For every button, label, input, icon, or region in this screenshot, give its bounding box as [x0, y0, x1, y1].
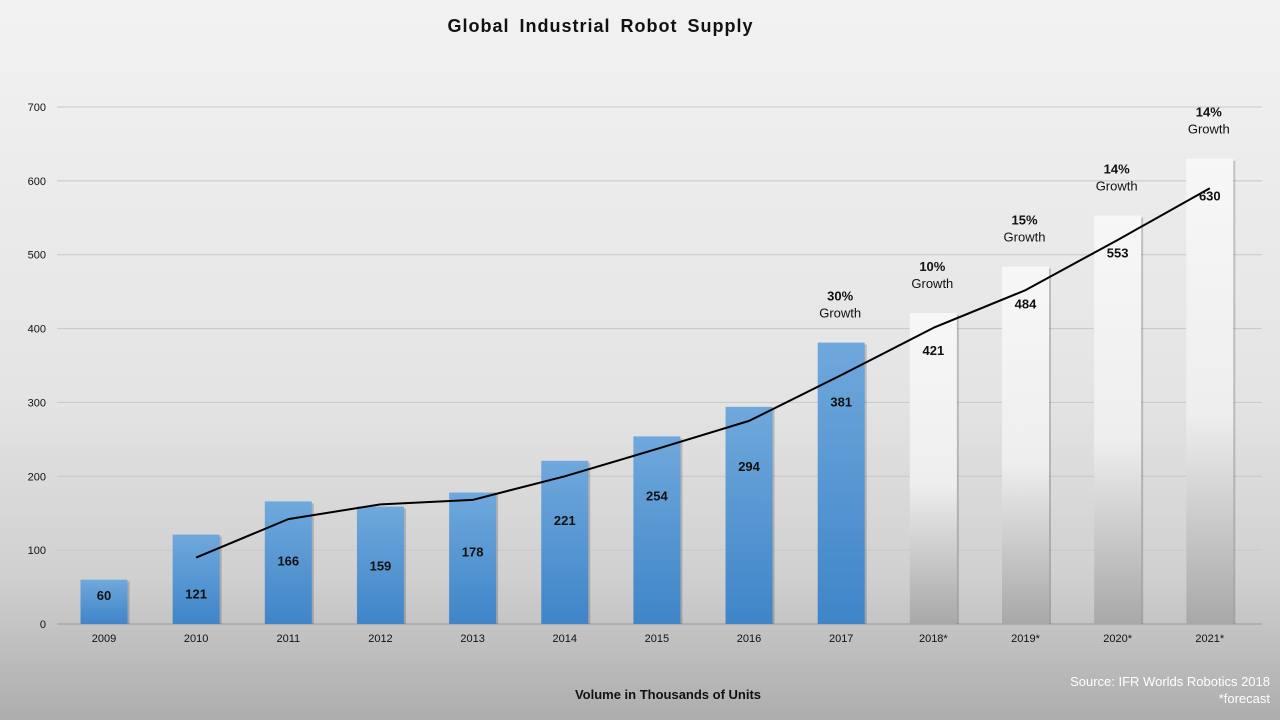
data-label: 178: [462, 545, 484, 560]
x-tick-label: 2014: [553, 633, 577, 645]
source-note: Source: IFR Worlds Robotics 2018 *foreca…: [1070, 673, 1270, 707]
data-label: 381: [830, 395, 852, 410]
y-tick-label: 700: [28, 102, 46, 114]
source-text: Source: IFR Worlds Robotics 2018: [1070, 674, 1270, 689]
x-tick-label: 2013: [460, 633, 484, 645]
forecast-bar: [1186, 158, 1234, 624]
data-label: 294: [738, 459, 760, 474]
x-tick-label: 2017: [829, 633, 853, 645]
growth-percent: 14%: [1104, 162, 1130, 177]
growth-label: Growth: [819, 306, 861, 321]
growth-label: Growth: [1096, 179, 1138, 194]
growth-label: Growth: [1004, 230, 1046, 245]
bar: [449, 492, 497, 624]
growth-percent: 10%: [919, 259, 945, 274]
x-tick-label: 2011: [276, 633, 300, 645]
forecast-bar: [1002, 266, 1049, 624]
y-tick-label: 200: [28, 471, 46, 483]
forecast-bar: [1094, 215, 1142, 624]
forecast-bar: [909, 313, 957, 624]
trendline-group: [195, 187, 1211, 559]
x-axis-label: Volume in Thousands of Units: [574, 687, 762, 702]
x-tick-label: 2020*: [1103, 633, 1132, 645]
chart-title: Global Industrial Robot Supply: [447, 16, 754, 36]
x-tick-label: 2015: [645, 633, 669, 645]
y-axis-ticks: 0 100 200 300 400 500 600 700: [28, 102, 46, 631]
bar: [172, 534, 220, 624]
data-label: 630: [1199, 189, 1221, 204]
y-tick-label: 300: [28, 397, 46, 409]
x-tick-label: 2019*: [1011, 633, 1040, 645]
x-tick-label: 2021*: [1195, 633, 1224, 645]
growth-percent: 15%: [1011, 213, 1037, 228]
bar: [541, 460, 589, 624]
data-label: 484: [1015, 297, 1037, 312]
growth-percent: 30%: [827, 289, 853, 304]
bar: [356, 506, 404, 624]
x-axis-ticks: 2009 2010 2011 2012 2013 2014 2015 2016 2017 2018…: [92, 633, 1225, 645]
y-tick-label: 100: [28, 545, 46, 557]
y-tick-label: 600: [28, 176, 46, 188]
growth-annotations: 30% Growth 10% Growth 15% Growth 14% Growth 14% G…: [819, 105, 1230, 321]
trendline: [195, 187, 1211, 559]
data-label: 254: [646, 488, 668, 503]
data-label: 60: [97, 588, 111, 603]
growth-percent: 14%: [1196, 105, 1222, 120]
bar: [80, 579, 128, 624]
bar: [725, 406, 773, 624]
bar: [264, 501, 312, 624]
data-label: 221: [554, 513, 576, 528]
x-tick-label: 2016: [737, 633, 761, 645]
data-label: 421: [922, 343, 944, 358]
y-tick-label: 500: [28, 250, 46, 262]
y-tick-label: 0: [40, 619, 46, 631]
y-tick-label: 400: [28, 324, 46, 336]
bar: [817, 342, 865, 624]
data-labels: 60 121 166 159 178 221 254 294 381 421 484 553 630: [97, 189, 1221, 603]
data-label: 159: [370, 559, 392, 574]
bars: [80, 158, 1236, 624]
x-tick-label: 2009: [92, 633, 116, 645]
forecast-note: *forecast: [1218, 691, 1270, 706]
growth-label: Growth: [911, 276, 953, 291]
data-label: 121: [185, 587, 207, 602]
x-tick-label: 2012: [368, 633, 392, 645]
growth-label: Growth: [1188, 122, 1230, 137]
data-label: 166: [277, 553, 299, 568]
bar: [633, 436, 681, 624]
x-tick-label: 2010: [184, 633, 208, 645]
x-tick-label: 2018*: [919, 633, 948, 645]
data-label: 553: [1107, 246, 1129, 261]
